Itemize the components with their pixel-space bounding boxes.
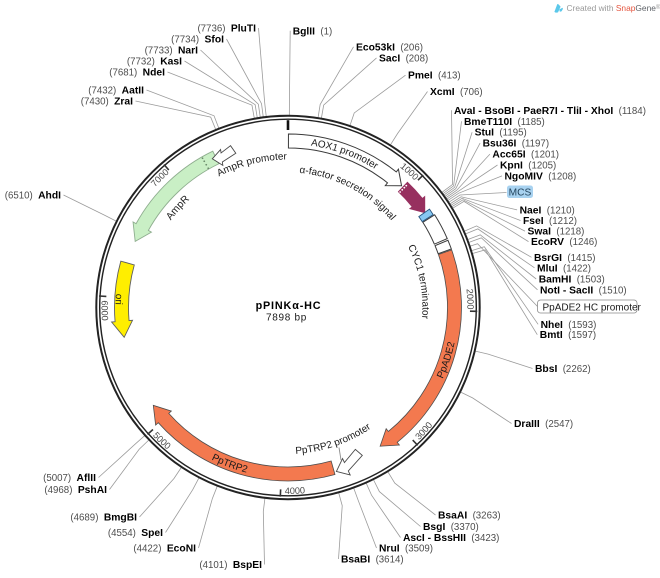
svg-text:SacI (208): SacI (208) xyxy=(379,53,428,64)
svg-text:BglII (1): BglII (1) xyxy=(293,26,333,37)
svg-text:NgoMIV (1208): NgoMIV (1208) xyxy=(505,171,577,182)
svg-text:Eco53kI (206): Eco53kI (206) xyxy=(356,42,423,53)
svg-text:AscI - BssHII (3423): AscI - BssHII (3423) xyxy=(403,533,499,544)
svg-text:PmeI (413): PmeI (413) xyxy=(408,71,461,82)
svg-text:BsaAI (3263): BsaAI (3263) xyxy=(438,511,501,522)
svg-text:FseI (1212): FseI (1212) xyxy=(523,216,577,227)
svg-text:BmeT110I (1185): BmeT110I (1185) xyxy=(464,117,545,128)
svg-text:7898 bp: 7898 bp xyxy=(266,312,307,323)
svg-text:NaeI (1210): NaeI (1210) xyxy=(520,205,575,216)
svg-text:BamHI (1503): BamHI (1503) xyxy=(539,275,605,286)
svg-text:PpADE2 HC promoter: PpADE2 HC promoter xyxy=(543,302,642,313)
svg-text:BbsI (2262): BbsI (2262) xyxy=(535,364,591,375)
svg-text:XcmI (706): XcmI (706) xyxy=(430,87,483,98)
svg-text:(4968) PshAI: (4968) PshAI xyxy=(44,485,107,496)
svg-text:DraIII (2547): DraIII (2547) xyxy=(514,419,573,430)
svg-text:BsgI (3370): BsgI (3370) xyxy=(423,522,479,533)
svg-text:(4101) BspEI: (4101) BspEI xyxy=(199,560,262,571)
svg-text:Created with SnapGene®: Created with SnapGene® xyxy=(567,3,660,13)
svg-text:(7733) NarI: (7733) NarI xyxy=(145,46,199,57)
svg-text:4000: 4000 xyxy=(285,485,306,496)
svg-text:BsrGI (1415): BsrGI (1415) xyxy=(534,253,595,264)
svg-text:(5007) AflII: (5007) AflII xyxy=(43,473,96,484)
svg-text:Bsu36I (1197): Bsu36I (1197) xyxy=(483,139,549,150)
svg-text:(4689) BmgBI: (4689) BmgBI xyxy=(70,513,137,524)
svg-text:pPINKα-HC: pPINKα-HC xyxy=(256,300,322,312)
svg-text:(4422) EcoNI: (4422) EcoNI xyxy=(133,544,196,555)
svg-text:(7734) SfoI: (7734) SfoI xyxy=(171,35,224,46)
svg-text:6000: 6000 xyxy=(99,300,109,321)
svg-text:MCS: MCS xyxy=(509,187,532,198)
svg-text:(7736) PluTI: (7736) PluTI xyxy=(197,24,256,35)
svg-text:SwaI (1218): SwaI (1218) xyxy=(528,227,585,238)
svg-text:MluI (1422): MluI (1422) xyxy=(537,263,591,274)
svg-text:(6510) AhdI: (6510) AhdI xyxy=(5,191,61,202)
svg-text:BmtI (1597): BmtI (1597) xyxy=(540,330,596,341)
svg-text:(7732) KasI: (7732) KasI xyxy=(127,57,182,68)
svg-text:EcoRV (1246): EcoRV (1246) xyxy=(531,237,597,248)
svg-text:BsaBI (3614): BsaBI (3614) xyxy=(341,555,404,566)
svg-text:(7430) ZraI: (7430) ZraI xyxy=(81,97,133,108)
svg-text:ori: ori xyxy=(113,293,124,304)
svg-text:Acc65I (1201): Acc65I (1201) xyxy=(492,150,559,161)
svg-text:AvaI - BsoBI - PaeR7I - TliI -: AvaI - BsoBI - PaeR7I - TliI - XhoI (118… xyxy=(454,106,646,117)
svg-text:(7432) AatII: (7432) AatII xyxy=(88,86,144,97)
svg-text:(4554) SpeI: (4554) SpeI xyxy=(108,528,163,539)
svg-text:StuI (1195): StuI (1195) xyxy=(475,128,527,139)
svg-text:NotI - SacII (1510): NotI - SacII (1510) xyxy=(540,285,627,296)
svg-text:NruI (3509): NruI (3509) xyxy=(379,544,433,555)
svg-text:(7681) NdeI: (7681) NdeI xyxy=(109,68,165,79)
svg-text:NheI (1593): NheI (1593) xyxy=(541,320,597,331)
svg-text:KpnI (1205): KpnI (1205) xyxy=(500,161,556,172)
